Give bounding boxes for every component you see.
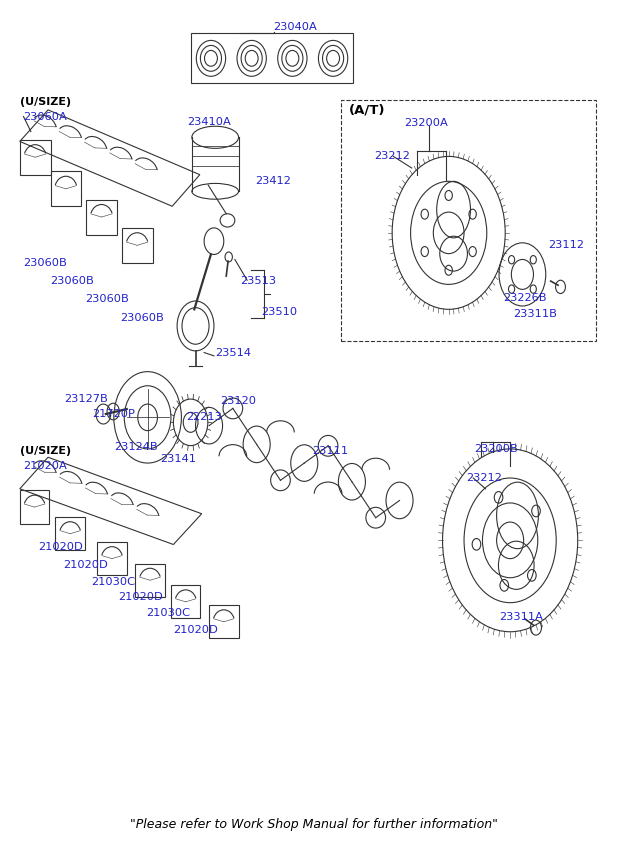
Text: 23112: 23112 [548, 240, 584, 250]
Text: 21030C: 21030C [91, 577, 135, 587]
Text: 23513: 23513 [240, 276, 276, 286]
Bar [171, 585, 201, 618]
Text: 21020D: 21020D [174, 625, 218, 635]
Text: 23141: 23141 [160, 454, 196, 464]
Text: 23127B: 23127B [65, 394, 108, 404]
Text: 23514: 23514 [215, 349, 251, 359]
Text: 23060A: 23060A [23, 112, 67, 121]
Text: 23410A: 23410A [187, 117, 231, 127]
Text: 21020D: 21020D [63, 561, 108, 570]
Text: 23412: 23412 [255, 176, 291, 187]
Text: 23060B: 23060B [120, 313, 164, 322]
Text: 23226B: 23226B [503, 293, 546, 303]
Bar [341, 100, 596, 341]
Text: 23040A: 23040A [273, 22, 317, 31]
Text: 23311B: 23311B [514, 310, 557, 320]
Text: 21020D: 21020D [118, 592, 163, 602]
Bar [20, 490, 50, 524]
Text: 23060B: 23060B [85, 294, 129, 304]
Text: "Please refer to Work Shop Manual for further information": "Please refer to Work Shop Manual for fu… [130, 818, 497, 831]
Bar [86, 199, 117, 235]
Text: 23124B: 23124B [114, 443, 157, 452]
Text: (U/SIZE): (U/SIZE) [20, 445, 71, 455]
Text: 23120: 23120 [220, 396, 256, 405]
Text: (U/SIZE): (U/SIZE) [20, 97, 71, 107]
Bar [191, 33, 354, 83]
Text: 23060B: 23060B [23, 258, 67, 268]
Bar [20, 140, 51, 175]
Text: 23212: 23212 [374, 152, 409, 161]
Text: 22213: 22213 [186, 412, 221, 422]
Text: 23311A: 23311A [499, 611, 543, 622]
Bar [51, 171, 82, 206]
Bar [135, 564, 165, 597]
Text: 21030C: 21030C [146, 609, 191, 618]
Text: 23200A: 23200A [404, 118, 448, 128]
Bar [97, 542, 127, 575]
Text: 23510: 23510 [261, 307, 297, 317]
Text: 21020D: 21020D [38, 542, 83, 552]
Bar [122, 228, 152, 263]
Bar [55, 517, 85, 550]
Text: 21020A: 21020A [23, 460, 67, 471]
Text: 23060B: 23060B [51, 276, 94, 286]
Text: 21720P: 21720P [92, 409, 135, 419]
Text: (A/T): (A/T) [349, 103, 386, 116]
Text: 23200B: 23200B [475, 444, 519, 454]
Bar [209, 605, 238, 639]
Text: 23212: 23212 [466, 473, 502, 483]
Text: 23111: 23111 [312, 445, 349, 455]
